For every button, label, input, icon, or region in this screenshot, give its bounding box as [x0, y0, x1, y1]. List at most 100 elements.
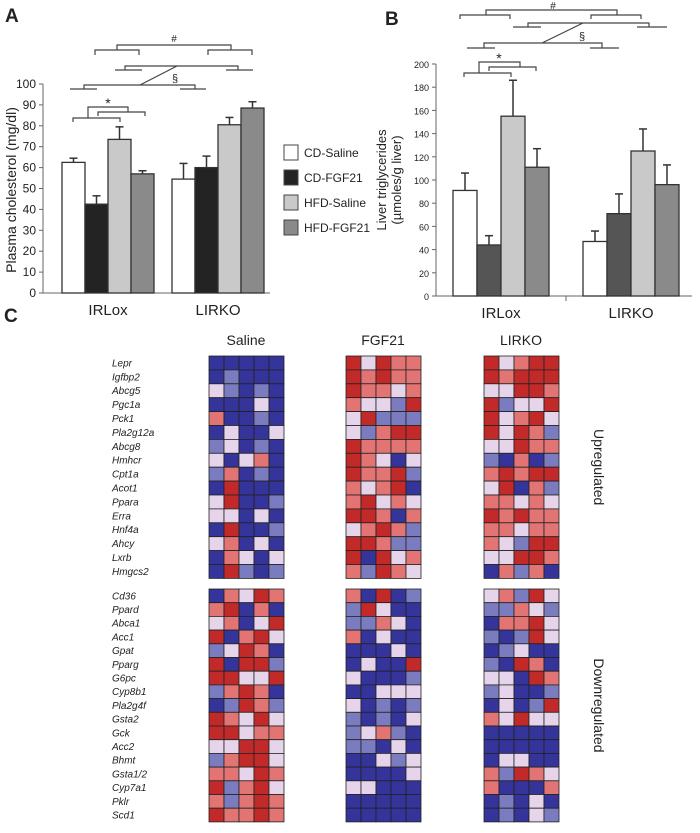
heatmap-cell	[405, 588, 422, 604]
heatmap-cell	[513, 711, 530, 727]
heatmap-cell	[268, 739, 285, 754]
legend-swatch	[283, 194, 299, 211]
heatmap-cell	[268, 725, 285, 741]
heatmap-cell	[390, 550, 407, 565]
heatmap-cell	[543, 616, 560, 631]
column-header: FGF21	[361, 332, 405, 348]
heatmap-cell	[223, 397, 240, 413]
heatmap-cell	[268, 807, 285, 823]
heatmap-cell	[405, 739, 422, 754]
heatmap-cell	[253, 684, 270, 700]
x-category-label: IRLox	[88, 302, 128, 319]
heatmap-cell	[543, 438, 560, 454]
heatmap-cell	[405, 643, 422, 658]
heatmap-cell	[543, 602, 560, 617]
y-tick-label: 0	[29, 286, 36, 300]
heatmap-cell	[513, 643, 530, 658]
heatmap-cell	[223, 438, 240, 454]
bar-IRLox-1	[84, 203, 109, 294]
heatmap-cell	[405, 522, 422, 538]
heatmap-cell	[513, 466, 530, 482]
heatmap-cell	[498, 383, 515, 399]
heatmap-cell	[483, 425, 500, 440]
legend-swatch	[283, 169, 299, 186]
x-category-label: IRLox	[481, 305, 521, 322]
heatmap-cell	[253, 369, 270, 385]
heatmap-cell	[483, 766, 500, 782]
legend-swatch	[283, 219, 299, 236]
heatmap-cell	[390, 588, 407, 604]
heatmap-cell	[345, 794, 362, 809]
heatmap-cell	[390, 616, 407, 631]
heatmap-cell	[375, 711, 392, 727]
heatmap-cell	[543, 466, 560, 482]
heatmap-cell	[223, 508, 240, 524]
heatmap-cell	[360, 739, 377, 754]
heatmap-cell	[238, 739, 255, 754]
gene-label: Gpat	[112, 646, 135, 657]
heatmap-cell	[345, 355, 362, 371]
heatmap-cell	[390, 369, 407, 385]
significance-brackets-b: # § *	[459, 1, 667, 77]
y-tick-label: 40	[419, 246, 429, 256]
group-label: Downregulated	[591, 658, 607, 752]
heatmap-cell	[543, 780, 560, 795]
heatmap-cell	[483, 739, 500, 754]
heatmap-cell	[268, 711, 285, 727]
heatmap-cell	[375, 508, 392, 524]
heatmap-cell	[483, 725, 500, 741]
heatmap-cell	[345, 369, 362, 385]
gene-label: Bhmt	[112, 756, 137, 767]
heatmap-cell	[223, 602, 240, 617]
legend-label: CD-Saline	[304, 146, 359, 160]
heatmap-cell	[208, 807, 225, 823]
heatmap-cell	[375, 383, 392, 399]
heatmap-cell	[498, 550, 515, 565]
heatmap-cell	[238, 698, 255, 713]
sig-section-b: §	[579, 31, 585, 43]
heatmap-cell	[483, 355, 500, 371]
y-tick-label: 70	[23, 140, 37, 154]
heatmap-cell	[223, 536, 240, 552]
heatmap-cell	[513, 753, 530, 768]
heatmap-cell	[528, 711, 545, 727]
y-tick-label: 60	[419, 222, 429, 232]
heatmap-cell	[345, 725, 362, 741]
heatmap-cell	[360, 522, 377, 538]
heatmap-cell	[253, 766, 270, 782]
gene-label: Pparg	[112, 660, 139, 671]
heatmap-cell	[543, 739, 560, 754]
heatmap-cell	[345, 564, 362, 579]
heatmap-cell	[390, 780, 407, 795]
heatmap-cell	[405, 452, 422, 468]
heatmap-cell	[483, 684, 500, 700]
heatmap-cell	[345, 670, 362, 686]
heatmap-cell	[543, 629, 560, 645]
heatmap-cell	[253, 753, 270, 768]
heatmap-cell	[238, 807, 255, 823]
y-tick-label: 50	[23, 182, 37, 196]
heatmap-cell	[238, 629, 255, 645]
heatmap-cell	[360, 355, 377, 371]
heatmap-cell	[345, 397, 362, 413]
heatmap-cell	[543, 550, 560, 565]
heatmap-cell	[375, 564, 392, 579]
heatmap-cell	[253, 383, 270, 399]
gene-label: Abca1	[111, 619, 140, 630]
heatmap-cell	[345, 711, 362, 727]
heatmap-cell	[253, 794, 270, 809]
heatmap-cell	[483, 522, 500, 538]
heatmap-cell	[498, 794, 515, 809]
heatmap-cell	[390, 564, 407, 579]
heatmap-cell	[513, 480, 530, 496]
heatmap-cell	[208, 684, 225, 700]
heatmap-cell	[375, 522, 392, 538]
heatmap-cell	[498, 588, 515, 604]
heatmap-cell	[498, 452, 515, 468]
heatmap-cell	[483, 794, 500, 809]
heatmap-cell	[498, 438, 515, 454]
heatmap-cell	[208, 508, 225, 524]
heatmap-cell	[390, 670, 407, 686]
heatmap-cell	[238, 438, 255, 454]
heatmap-cell	[360, 725, 377, 741]
